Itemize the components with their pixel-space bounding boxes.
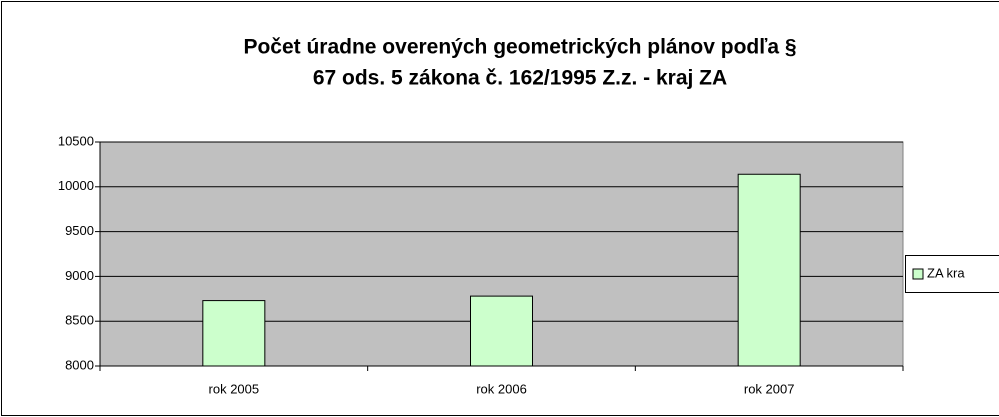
x-tick-label: rok 2005 (209, 381, 260, 396)
legend-label: ZA kra (927, 265, 965, 280)
chart-title: 67 ods. 5 zákona č. 162/1995 Z.z. - kraj… (313, 67, 727, 90)
chart-title: Počet úradne overených geometrických plá… (243, 36, 796, 59)
x-tick-label: rok 2007 (744, 381, 795, 396)
bar (737, 173, 801, 367)
y-tick-label: 9500 (65, 223, 94, 238)
y-tick-label: 10000 (58, 178, 94, 193)
legend-swatch (912, 268, 924, 280)
bar (470, 295, 533, 367)
y-tick-label: 8500 (65, 313, 94, 328)
y-tick-label: 10500 (58, 133, 94, 148)
bar (202, 300, 266, 367)
y-tick-label: 8000 (65, 357, 94, 372)
x-tick-label: rok 2006 (476, 381, 527, 396)
y-tick-label: 9000 (65, 268, 94, 283)
